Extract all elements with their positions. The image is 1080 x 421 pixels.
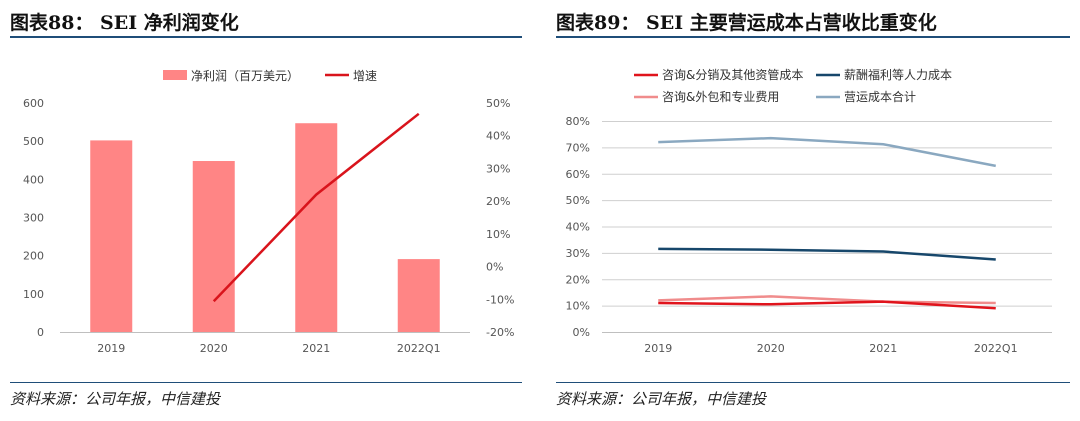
net-profit-panel: 图表88： SEI 净利润变化 0 100 200 300 400 500 600 -20% -… [0, 0, 530, 421]
bar-2022Q1 [397, 259, 440, 332]
x-tick-label: 2019 [97, 342, 125, 355]
y-left-tick-label: 400 [23, 173, 44, 186]
bar-2019 [90, 140, 133, 332]
legend-label-growth: 增速 [353, 69, 377, 83]
y-tick-label: 70% [566, 141, 590, 154]
y-left-tick-label: 100 [23, 288, 44, 301]
y-right-tick-label: 10% [486, 228, 510, 241]
x-tick-label: 2019 [644, 342, 672, 355]
source-rule [10, 382, 522, 383]
y-left-tick-label: 600 [23, 97, 44, 110]
legend-swatch-net-profit [163, 70, 187, 80]
y-left-tick-label: 500 [23, 135, 44, 148]
y-left-tick-label: 300 [23, 212, 44, 225]
legend-label-net-profit: 净利润（百万美元） [191, 69, 299, 83]
y-right-tick-label: 40% [486, 130, 510, 143]
consult-distribution-line [658, 300, 996, 310]
legend-label-total-operating-cost: 营运成本合计 [844, 89, 916, 104]
cost-ratio-chart: 0% 10% 20% 30% 40% 50% 60% 70% 80% 2019 2020 2021 20… [566, 67, 1052, 355]
salary-benefit-line [658, 247, 996, 261]
y-tick-label: 60% [566, 168, 590, 181]
source-note: 资料来源：公司年报，中信建投 [556, 390, 767, 408]
x-tick-label: 2021 [302, 342, 330, 355]
source-rule [556, 382, 1070, 383]
y-tick-label: 80% [566, 115, 590, 128]
x-tick-label: 2021 [869, 342, 897, 355]
outsourcing-fee-line [658, 295, 996, 305]
y-tick-label: 30% [566, 247, 590, 260]
total-operating-cost-line [658, 136, 996, 168]
y-left-tick-label: 0 [37, 326, 44, 339]
y-right-tick-label: 0% [486, 261, 503, 274]
cost-ratio-panel: 图表89： SEI 主要营运成本占营收比重变化 0% 10% 20% 30% 40% 50… [548, 0, 1080, 421]
bar-2021 [295, 123, 338, 332]
title-rule [10, 36, 522, 38]
y-left-tick-label: 200 [23, 250, 44, 263]
x-tick-label: 2022Q1 [397, 342, 441, 355]
figure-89-title: 图表89： SEI 主要营运成本占营收比重变化 [556, 12, 937, 34]
y-right-tick-label: -20% [486, 326, 514, 339]
y-tick-label: 0% [573, 326, 590, 339]
bar-2020 [192, 161, 235, 332]
legend-label-salary-benefit: 薪酬福利等人力成本 [844, 67, 952, 82]
title-rule [556, 36, 1070, 38]
y-right-tick-label: 20% [486, 195, 510, 208]
y-tick-label: 20% [566, 273, 590, 286]
y-right-tick-label: 50% [486, 97, 510, 110]
source-note: 资料来源：公司年报，中信建投 [10, 390, 221, 408]
y-right-tick-label: 30% [486, 162, 510, 175]
x-tick-label: 2022Q1 [974, 342, 1018, 355]
legend-label-outsourcing-fee: 咨询&外包和专业费用 [662, 89, 779, 104]
y-tick-label: 10% [566, 300, 590, 313]
growth-line [212, 112, 420, 303]
net-profit-chart: 0 100 200 300 400 500 600 -20% -10% 0% 10% 20% 30% 40… [23, 69, 514, 355]
x-tick-label: 2020 [757, 342, 785, 355]
y-right-tick-label: -10% [486, 293, 514, 306]
y-tick-label: 40% [566, 221, 590, 234]
x-tick-label: 2020 [200, 342, 228, 355]
figure-88-title: 图表88： SEI 净利润变化 [10, 12, 239, 34]
y-tick-label: 50% [566, 194, 590, 207]
legend-label-consult-distribution: 咨询&分销及其他资管成本 [662, 67, 803, 82]
